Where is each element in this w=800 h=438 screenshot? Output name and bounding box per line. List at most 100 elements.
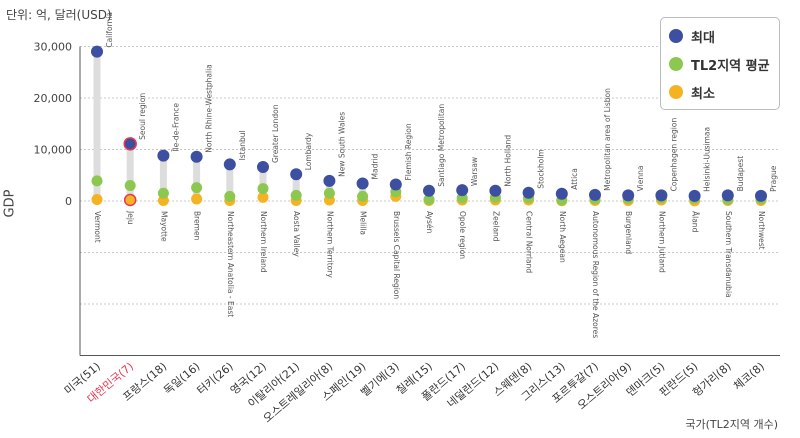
max-point xyxy=(123,137,137,151)
min-region-label: Northern Territory xyxy=(325,211,334,278)
min-region-label: Aysén xyxy=(425,211,434,234)
y-axis-label: GDP xyxy=(2,189,18,218)
min-region-label: Southern Transdanubia xyxy=(724,211,733,298)
x-tick-label: 터키(26) xyxy=(195,360,236,397)
x-tick-label: 독일(16) xyxy=(161,359,203,397)
y-tick-label: 20,000 xyxy=(34,92,73,105)
y-tick-label: 30,000 xyxy=(34,41,73,54)
max-region-label: Île-de-France xyxy=(171,103,180,152)
avg-point xyxy=(290,189,302,201)
min-region-label: Autonomous Region of the Azores xyxy=(591,211,600,338)
max-region-label: Copenhagen region xyxy=(669,118,678,192)
max-region-label: Attica xyxy=(570,168,579,190)
min-region-label: Melilla xyxy=(359,211,368,235)
max-point xyxy=(290,168,303,181)
range-bar xyxy=(193,156,201,199)
max-point xyxy=(389,178,402,191)
min-region-label: Zeeland xyxy=(491,211,500,242)
max-region-label: North Holland xyxy=(503,135,512,187)
legend-marker-avg xyxy=(669,57,683,71)
max-point xyxy=(622,189,635,202)
range-bar xyxy=(292,174,300,201)
max-point xyxy=(721,189,734,202)
avg-point xyxy=(257,183,269,195)
min-region-label: Northeastern Anatolia - East xyxy=(226,211,235,317)
max-region-label: Madrid xyxy=(371,153,380,179)
max-point xyxy=(423,184,435,197)
x-axis-label: 국가(TL2지역 개수) xyxy=(685,418,778,431)
min-region-label: Central Norrland xyxy=(525,211,534,273)
max-region-label: Vienna xyxy=(636,166,645,192)
max-region-label: New South Wales xyxy=(337,112,346,177)
min-region-label: Jeju xyxy=(126,210,135,225)
avg-point xyxy=(124,180,136,192)
range-bar xyxy=(93,51,101,200)
legend-label-min: 최소 xyxy=(691,86,715,102)
max-region-label: Budapest xyxy=(736,156,745,192)
min-region-label: Bremen xyxy=(193,211,202,241)
min-region-label: Vermont xyxy=(93,211,102,243)
min-region-label: Aosta Valley xyxy=(292,211,301,257)
avg-point xyxy=(191,182,203,194)
max-point xyxy=(257,161,269,174)
y-tick-label: 0 xyxy=(65,195,72,208)
min-point xyxy=(123,193,137,207)
max-point xyxy=(589,188,601,201)
range-bar xyxy=(159,155,167,201)
min-region-label: Mayotte xyxy=(159,211,168,242)
min-region-label: North Aegean xyxy=(558,211,567,263)
range-bar xyxy=(259,167,267,198)
max-region-label: California xyxy=(105,12,114,48)
legend: 최대 TL2지역 평균 최소 xyxy=(660,17,780,110)
max-point xyxy=(522,186,535,199)
max-point xyxy=(91,45,103,58)
max-region-label: Greater London xyxy=(271,104,280,163)
max-region-label: Flemish Region xyxy=(404,123,413,180)
min-region-label: Burgenland xyxy=(624,211,633,254)
avg-point xyxy=(357,190,369,202)
max-point xyxy=(456,184,469,197)
max-region-label: Stockholm xyxy=(537,149,546,189)
max-point xyxy=(190,150,203,163)
avg-point xyxy=(323,187,335,199)
min-region-label: Åland xyxy=(691,211,700,233)
max-region-label: Seoul region xyxy=(138,93,147,140)
legend-item-avg: TL2지역 평균 xyxy=(669,54,770,74)
max-point xyxy=(755,189,767,202)
max-region-label: North Rhine-Westphalia xyxy=(205,64,214,153)
legend-label-avg: TL2지역 평균 xyxy=(691,58,770,74)
unit-label: 단위: 억, 달러(USD) xyxy=(6,8,112,22)
avg-point xyxy=(423,193,435,205)
max-point xyxy=(489,184,502,197)
min-point xyxy=(91,193,103,205)
max-region-label: Lombardy xyxy=(304,132,313,170)
max-region-label: Warsaw xyxy=(470,157,479,186)
min-region-label: Northern Ireland xyxy=(259,211,268,273)
y-tick-label: 10,000 xyxy=(34,144,73,157)
avg-point xyxy=(91,175,103,187)
x-tick-label: 체코(8) xyxy=(731,360,767,393)
legend-item-max: 최대 xyxy=(669,26,715,46)
min-region-label: Northwest xyxy=(757,211,766,250)
min-point xyxy=(191,193,203,205)
min-region-label: Brussels Capital Region xyxy=(392,211,401,299)
min-region-label: Northern Jutland xyxy=(657,211,666,273)
legend-label-max: 최대 xyxy=(691,30,715,46)
range-bar xyxy=(226,164,234,201)
legend-marker-max xyxy=(669,29,683,43)
avg-point xyxy=(157,187,169,199)
min-region-label: Opole region xyxy=(458,211,467,259)
max-point xyxy=(223,158,236,171)
legend-marker-min xyxy=(669,85,683,99)
max-point xyxy=(688,189,701,202)
max-point xyxy=(356,177,369,190)
max-region-label: Santiago Metropolitan xyxy=(437,104,446,187)
avg-point xyxy=(224,190,236,202)
max-region-label: Helsinki-Uusimaa xyxy=(703,127,712,192)
max-point xyxy=(555,187,568,200)
min-point xyxy=(257,191,269,203)
max-point xyxy=(655,189,668,202)
max-region-label: Prague xyxy=(769,165,778,192)
max-region-label: Istanbul xyxy=(238,130,247,160)
